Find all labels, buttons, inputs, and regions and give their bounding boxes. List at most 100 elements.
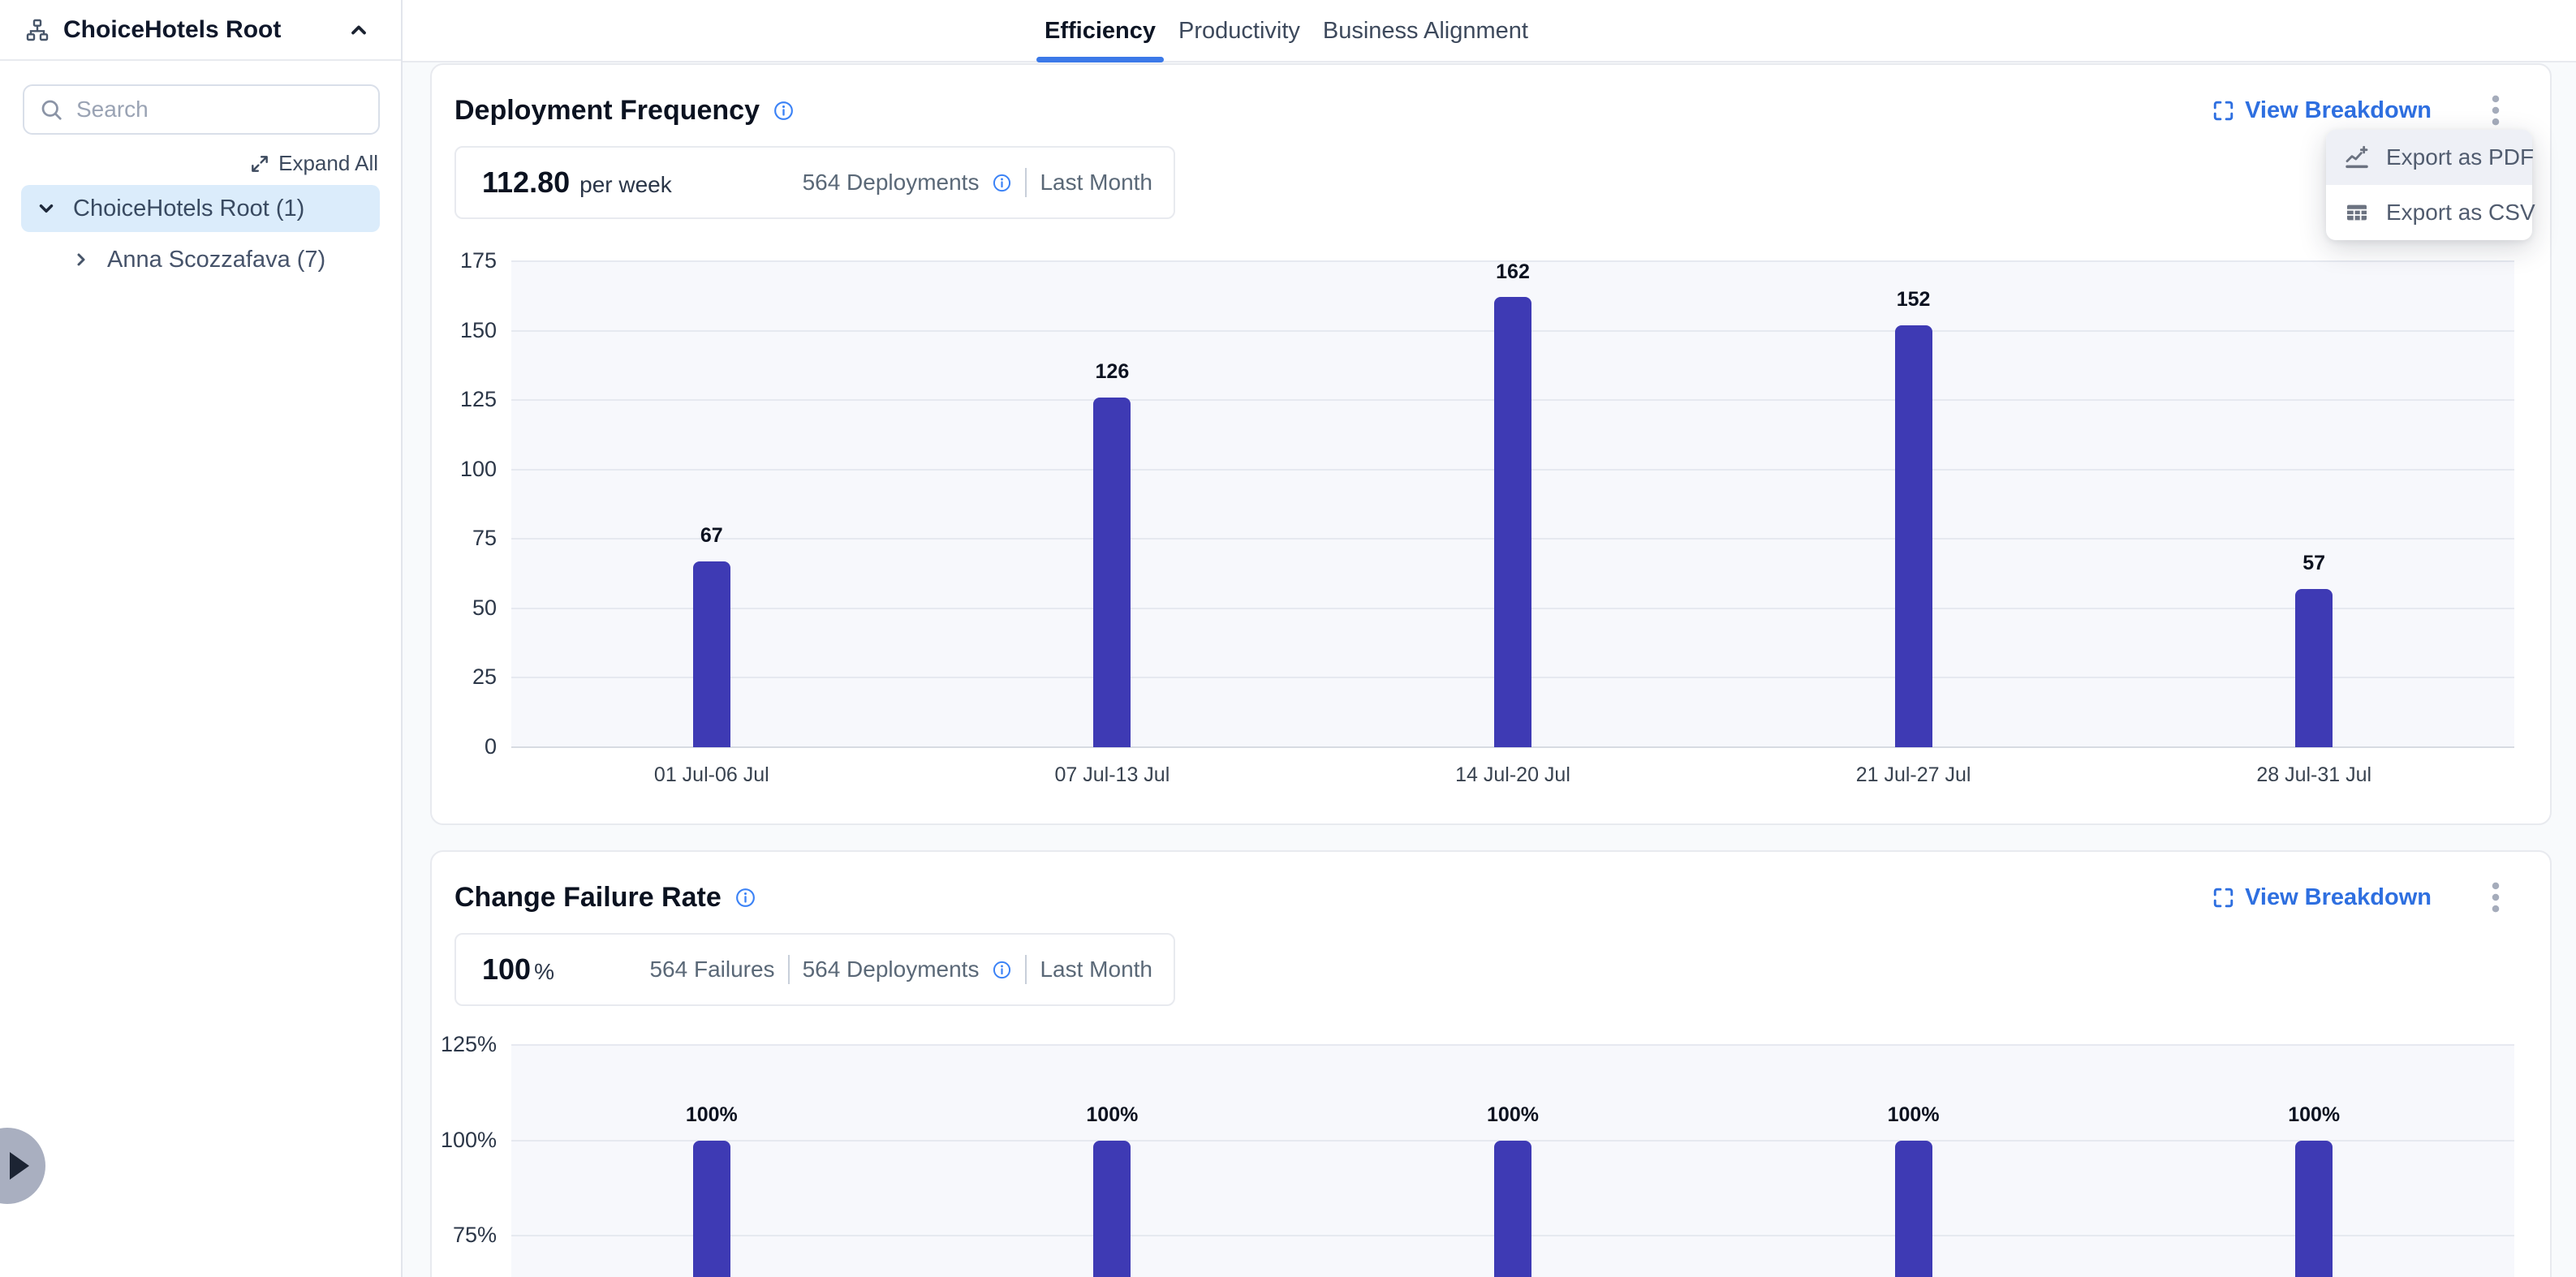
deployments-count: 564 Deployments: [802, 170, 980, 195]
bar-value-label: 57: [2302, 551, 2326, 574]
y-axis-tick-label: 0: [484, 734, 497, 759]
x-axis-category-label: 21 Jul-27 Jul: [1855, 763, 1971, 786]
y-axis-tick-label: 150: [459, 317, 497, 342]
bar[interactable]: [1494, 1140, 1531, 1277]
deployment-frequency-card: Deployment Frequency View Breakdown: [430, 63, 2552, 825]
failures-count: 564 Failures: [649, 957, 775, 982]
card-header: Change Failure Rate View Breakdown: [432, 852, 2550, 923]
fullscreen-expand-icon: [2212, 99, 2235, 123]
bar[interactable]: [1093, 1140, 1131, 1277]
table-icon: [2344, 200, 2370, 226]
change-failure-rate-chart: 125% 100% 75% 100% 100% 100% 100% 100%: [441, 1032, 2514, 1277]
org-tree: ChoiceHotels Root (1) Anna Scozzafava (7…: [0, 185, 401, 281]
chevron-down-icon[interactable]: [36, 198, 57, 219]
x-axis-category-label: 28 Jul-31 Jul: [2256, 763, 2372, 786]
kebab-dots-icon: [2482, 92, 2509, 129]
y-axis-tick-label: 125%: [440, 1032, 497, 1056]
tab-efficiency[interactable]: Efficiency: [1036, 0, 1164, 62]
info-icon[interactable]: [734, 887, 756, 909]
y-axis-tick-label: 25: [472, 664, 497, 690]
period-label: Last Month: [1040, 170, 1152, 195]
y-axis-tick-label: 75%: [452, 1223, 497, 1248]
deployment-frequency-chart: 175 150 125 100 75 50 25 0 67 01 Jul-06 Jul 126 07 …: [460, 248, 2514, 786]
bar[interactable]: [1494, 297, 1531, 747]
x-axis-category-label: 01 Jul-06 Jul: [653, 763, 769, 786]
y-axis-tick-label: 175: [459, 248, 497, 273]
tree-item-label: Anna Scozzafava (7): [107, 246, 326, 273]
bar-value-label: 126: [1095, 359, 1130, 383]
search-input[interactable]: [75, 96, 378, 123]
info-icon[interactable]: [773, 100, 795, 122]
bar[interactable]: [1894, 325, 1932, 747]
deployments-count: 564 Deployments: [802, 957, 980, 982]
y-axis-tick-label: 125: [459, 387, 497, 412]
menu-item-export-csv[interactable]: Export as CSV: [2326, 185, 2535, 240]
stat-unit: %: [534, 959, 554, 984]
stat-left: 100 %: [482, 952, 554, 987]
bar-value-label: 100%: [2288, 1103, 2341, 1126]
divider: [1025, 168, 1027, 197]
chevron-right-icon[interactable]: [71, 250, 91, 269]
divider: [1025, 955, 1027, 984]
view-breakdown-link[interactable]: View Breakdown: [2212, 884, 2432, 911]
y-axis-tick-label: 100: [459, 456, 497, 481]
stat-unit: per week: [579, 172, 672, 197]
bar[interactable]: [2295, 588, 2333, 747]
divider: [787, 955, 790, 984]
sidebar-header: ChoiceHotels Root: [0, 0, 401, 61]
bar-value-label: 100%: [1086, 1103, 1139, 1126]
sidebar-title: ChoiceHotels Root: [63, 15, 282, 43]
x-axis-category-label: 07 Jul-13 Jul: [1054, 763, 1170, 786]
kebab-dots-icon: [2482, 879, 2509, 916]
tree-item-anna-scozzafava[interactable]: Anna Scozzafava (7): [21, 239, 380, 281]
bar-value-label: 162: [1496, 260, 1530, 283]
view-breakdown-label: View Breakdown: [2245, 884, 2432, 910]
y-axis-tick-label: 100%: [440, 1127, 497, 1152]
stat-value: 100: [482, 952, 532, 986]
tree-item-root[interactable]: ChoiceHotels Root (1): [21, 185, 380, 232]
card-title: Deployment Frequency: [454, 94, 760, 126]
menu-item-export-pdf[interactable]: Export as PDF: [2326, 130, 2535, 185]
card-title: Change Failure Rate: [454, 881, 722, 913]
expand-all-label: Expand All: [278, 151, 378, 175]
chevron-up-icon: [347, 19, 370, 41]
stat-box: 112.80 per week 564 Deployments Last Mon…: [454, 146, 1175, 219]
y-axis-tick-label: 75: [472, 526, 497, 551]
stat-left: 112.80 per week: [482, 166, 672, 200]
info-icon[interactable]: [992, 960, 1012, 980]
sidebar-collapse-button[interactable]: [344, 15, 373, 45]
bar[interactable]: [692, 561, 730, 747]
tab-productivity[interactable]: Productivity: [1178, 18, 1300, 44]
stat-meta: 564 Failures 564 Deployments Last Month: [649, 955, 1152, 984]
tab-business-alignment[interactable]: Business Alignment: [1322, 18, 1528, 44]
stat-value: 112.80: [482, 166, 571, 199]
bar[interactable]: [1093, 397, 1131, 747]
view-breakdown-link[interactable]: View Breakdown: [2212, 97, 2432, 124]
kebab-menu-button[interactable]: [2477, 87, 2514, 134]
sidebar-resize-handle[interactable]: [0, 1128, 45, 1204]
expand-all-button[interactable]: Expand All: [249, 151, 378, 176]
stat-meta: 564 Deployments Last Month: [803, 168, 1152, 197]
search-box: [23, 84, 380, 135]
menu-item-label: Export as CSV: [2386, 200, 2535, 225]
info-icon[interactable]: [992, 173, 1012, 193]
kebab-menu-button[interactable]: [2477, 874, 2514, 921]
search-icon: [39, 97, 63, 122]
tab-bar: Efficiency Productivity Business Alignme…: [403, 0, 2576, 62]
gridline: [511, 260, 2514, 262]
bar[interactable]: [1894, 1140, 1932, 1277]
main-area: Efficiency Productivity Business Alignme…: [403, 0, 2576, 1277]
bar[interactable]: [692, 1140, 730, 1277]
bar-value-label: 100%: [1487, 1103, 1539, 1126]
bar-value-label: 100%: [1887, 1103, 1940, 1126]
bar[interactable]: [2295, 1140, 2333, 1277]
tabs: Efficiency Productivity Business Alignme…: [1036, 0, 1536, 62]
view-breakdown-label: View Breakdown: [2245, 97, 2432, 123]
bar-value-label: 152: [1896, 287, 1931, 311]
stat-box: 100 % 564 Failures 564 Deployments Last …: [454, 933, 1175, 1006]
change-failure-rate-card: Change Failure Rate View Breakdown: [430, 850, 2552, 1277]
org-hierarchy-icon: [24, 17, 50, 43]
menu-item-label: Export as PDF: [2386, 144, 2535, 170]
chart-line-add-icon: [2344, 144, 2370, 170]
